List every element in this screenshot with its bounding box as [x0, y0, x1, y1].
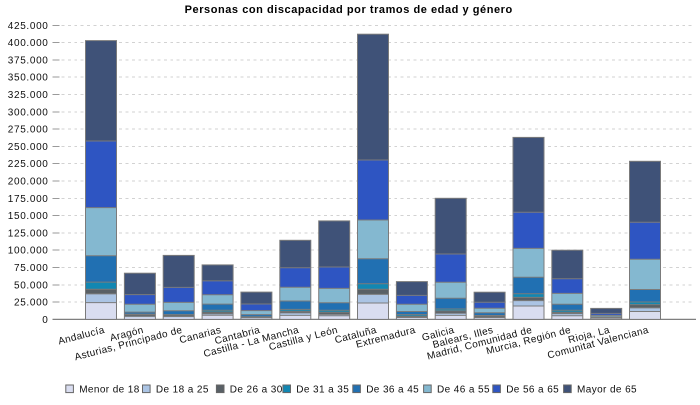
svg-text:De 31 a 35: De 31 a 35	[296, 385, 349, 396]
svg-text:425.000: 425.000	[8, 21, 49, 32]
svg-text:50.000: 50.000	[14, 280, 49, 291]
svg-text:De 26 a 30: De 26 a 30	[230, 385, 283, 396]
svg-text:150.000: 150.000	[8, 211, 49, 222]
svg-text:175.000: 175.000	[8, 194, 49, 205]
svg-text:225.000: 225.000	[8, 159, 49, 170]
svg-text:200.000: 200.000	[8, 177, 49, 188]
svg-text:De 46 a 55: De 46 a 55	[437, 385, 490, 396]
svg-text:Mayor de 65: Mayor de 65	[577, 385, 637, 396]
svg-text:De 56 a 65: De 56 a 65	[506, 385, 559, 396]
svg-text:350.000: 350.000	[8, 73, 49, 84]
svg-text:Personas con discapacidad por: Personas con discapacidad por tramos de …	[185, 4, 513, 16]
svg-text:400.000: 400.000	[8, 38, 49, 49]
svg-text:325.000: 325.000	[8, 90, 49, 101]
svg-text:25.000: 25.000	[14, 298, 49, 309]
svg-text:Menor de 18: Menor de 18	[79, 385, 140, 396]
svg-text:275.000: 275.000	[8, 125, 49, 136]
svg-text:De 18 a 25: De 18 a 25	[156, 385, 209, 396]
svg-text:75.000: 75.000	[14, 263, 49, 274]
svg-text:De 36 a 45: De 36 a 45	[366, 385, 419, 396]
svg-text:0: 0	[42, 315, 48, 326]
svg-text:125.000: 125.000	[8, 228, 49, 239]
svg-text:250.000: 250.000	[8, 142, 49, 153]
svg-text:300.000: 300.000	[8, 107, 49, 118]
svg-text:100.000: 100.000	[8, 246, 49, 257]
svg-text:375.000: 375.000	[8, 55, 49, 66]
